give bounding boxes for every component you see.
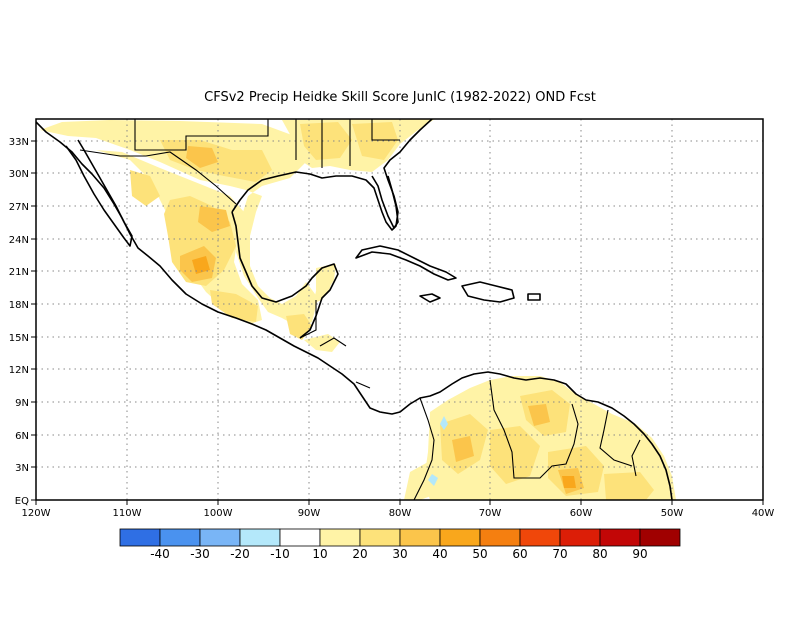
skill-patch [210, 290, 258, 322]
colorbar-label: 30 [392, 547, 407, 561]
x-tick-label: 100W [204, 508, 233, 519]
axis-tick-marks [31, 140, 764, 505]
y-tick-label: 27N [9, 202, 29, 213]
colorbar-swatch [159, 528, 201, 547]
colorbar-label: 80 [592, 547, 607, 561]
colorbar-label: -40 [150, 547, 170, 561]
y-tick-label: 15N [9, 333, 29, 344]
skill-patch [528, 404, 550, 426]
y-axis-labels: EQ 3N 6N 9N 12N 15N 18N 21N 24N 27N 30N … [9, 137, 29, 507]
figure-title: CFSv2 Precip Heidke Skill Score JunIC (1… [204, 90, 596, 105]
colorbar-label: 10 [312, 547, 327, 561]
skill-patch [440, 416, 448, 430]
colorbar-swatch [359, 528, 401, 547]
border-central-america [299, 300, 371, 389]
border-us-mexico [79, 149, 237, 205]
colorbar-swatch [119, 528, 161, 547]
coastline-puerto-rico [527, 293, 541, 301]
colorbar-label: -30 [190, 547, 210, 561]
colorbar-swatches [119, 528, 681, 547]
y-tick-label: 9N [15, 398, 29, 409]
colorbar-label: 20 [352, 547, 367, 561]
x-tick-label: 50W [661, 508, 684, 519]
colorbar-label: -10 [270, 547, 290, 561]
x-tick-label: 110W [113, 508, 142, 519]
coastline-jamaica [419, 293, 441, 303]
colorbar-label: 40 [432, 547, 447, 561]
coastline-mexico-central-america [36, 121, 673, 500]
skill-patch [352, 122, 398, 160]
colorbar-labels: -40 -30 -20 -10 10 20 30 40 50 60 70 80 90 [150, 547, 647, 561]
skill-level-40-50 [192, 256, 576, 488]
colorbar-swatch [479, 528, 521, 547]
skill-patch [130, 170, 160, 206]
skill-patch [562, 476, 576, 488]
coastline-hispaniola [461, 281, 515, 303]
y-tick-label: EQ [15, 496, 29, 507]
map-gridlines [36, 119, 763, 500]
x-tick-label: 60W [570, 508, 593, 519]
coastline-mexico-gulf-west [231, 211, 339, 339]
colorbar-swatch [239, 528, 281, 547]
colorbar-label: 70 [552, 547, 567, 561]
skill-patch [300, 122, 352, 160]
y-tick-label: 30N [9, 169, 29, 180]
y-tick-label: 6N [15, 431, 29, 442]
border-south-america [413, 379, 641, 500]
x-tick-label: 120W [22, 508, 51, 519]
coastline-florida [371, 175, 399, 229]
colorbar-swatch [639, 528, 681, 547]
colorbar-label: -20 [230, 547, 250, 561]
y-tick-label: 18N [9, 300, 29, 311]
colorbar: -40 -30 -20 -10 10 20 30 40 50 60 70 80 90 [119, 528, 681, 561]
skill-patch [604, 472, 654, 500]
skill-shading [40, 119, 676, 500]
skill-level-negative [428, 416, 448, 486]
skill-patch [186, 146, 218, 168]
coastline-gulf-of-mexico [231, 119, 433, 231]
x-tick-label: 70W [479, 508, 502, 519]
colorbar-swatch [319, 528, 361, 547]
colorbar-swatch [599, 528, 641, 547]
skill-patch [198, 206, 230, 232]
border-us-states [134, 119, 400, 168]
skill-patch [490, 426, 540, 484]
colorbar-swatch [279, 528, 321, 547]
y-tick-label: 3N [15, 463, 29, 474]
colorbar-swatch [399, 528, 441, 547]
colorbar-label: 60 [512, 547, 527, 561]
x-tick-label: 40W [752, 508, 775, 519]
colorbar-swatch [519, 528, 561, 547]
colorbar-label: 90 [632, 547, 647, 561]
skill-patch [192, 256, 210, 274]
coastline-cuba [355, 245, 457, 281]
skill-level-30-40 [180, 146, 584, 494]
colorbar-swatch [199, 528, 241, 547]
coastline-baja-california [65, 139, 133, 247]
colorbar-label: 50 [472, 547, 487, 561]
map-panel [36, 119, 763, 500]
skill-area-yucatan-north [316, 264, 336, 296]
x-tick-label: 90W [298, 508, 321, 519]
colorbar-swatch [439, 528, 481, 547]
y-tick-label: 33N [9, 137, 29, 148]
skill-patch [452, 436, 474, 462]
skill-patch [428, 474, 438, 486]
colorbar-swatch [559, 528, 601, 547]
y-tick-label: 24N [9, 235, 29, 246]
political-borders [79, 119, 641, 500]
y-tick-label: 21N [9, 267, 29, 278]
x-axis-labels: 120W 110W 100W 90W 80W 70W 60W 50W 40W [22, 508, 775, 519]
x-tick-label: 80W [389, 508, 412, 519]
coastlines [36, 119, 673, 500]
y-tick-label: 12N [9, 365, 29, 376]
skill-area-south-america [424, 376, 676, 500]
